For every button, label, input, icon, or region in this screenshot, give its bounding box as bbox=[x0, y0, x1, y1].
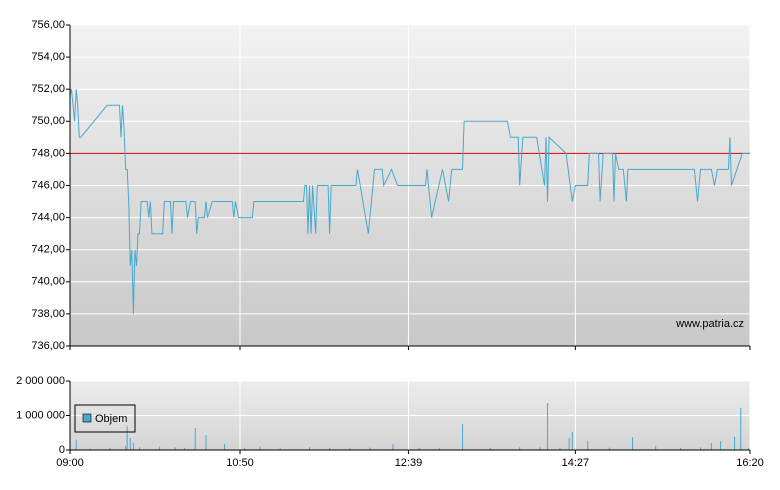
y-tick-label: 754,00 bbox=[31, 51, 65, 63]
legend-label: Objem bbox=[95, 413, 127, 425]
volume-bar bbox=[747, 447, 749, 450]
volume-bar bbox=[608, 447, 610, 450]
volume-bar bbox=[139, 447, 141, 450]
volume-bar bbox=[571, 432, 573, 450]
volume-bar bbox=[462, 424, 464, 450]
volume-bar bbox=[183, 447, 185, 450]
y-tick-label: 750,00 bbox=[31, 115, 65, 127]
x-tick-label: 09:00 bbox=[56, 457, 84, 469]
volume-bar bbox=[710, 443, 712, 450]
y-tick-label: 742,00 bbox=[31, 244, 65, 256]
volume-bar bbox=[547, 403, 549, 450]
volume-bar bbox=[205, 435, 207, 450]
volume-bar bbox=[539, 446, 541, 450]
volume-bar bbox=[224, 444, 226, 450]
x-tick-label: 14:27 bbox=[562, 457, 590, 469]
volume-bar bbox=[174, 447, 176, 450]
volume-bar bbox=[655, 445, 657, 450]
volume-bar bbox=[700, 447, 702, 450]
volume-bar bbox=[259, 446, 261, 450]
y-tick-label: 744,00 bbox=[31, 212, 65, 224]
legend-box bbox=[74, 404, 136, 433]
volume-bar bbox=[392, 444, 394, 450]
volume-bar bbox=[418, 447, 420, 450]
volume-bar bbox=[125, 445, 127, 450]
volume-bar bbox=[632, 437, 634, 450]
volume-bar bbox=[568, 437, 570, 450]
volume-bar bbox=[279, 448, 281, 450]
volume-bar bbox=[129, 437, 131, 450]
volume-bar bbox=[559, 447, 561, 450]
y-tick-label: 756,00 bbox=[31, 19, 65, 31]
volume-bar bbox=[679, 447, 681, 450]
y-tick-label: 2 000 000 bbox=[16, 375, 65, 387]
volume-bar bbox=[309, 447, 311, 450]
legend-swatch bbox=[82, 413, 92, 423]
y-tick-label: 740,00 bbox=[31, 276, 65, 288]
volume-bar bbox=[159, 446, 161, 450]
volume-bar bbox=[438, 448, 440, 450]
volume-bar bbox=[329, 447, 331, 450]
price-line bbox=[69, 89, 750, 314]
volume-bar bbox=[740, 407, 742, 450]
volume-bar bbox=[126, 425, 128, 450]
x-tick-label: 16:20 bbox=[736, 457, 764, 469]
volume-bar bbox=[194, 427, 196, 450]
x-tick-label: 12:39 bbox=[395, 457, 423, 469]
volume-bar bbox=[244, 447, 246, 450]
volume-bar bbox=[132, 443, 134, 450]
volume-bar bbox=[369, 447, 371, 450]
volume-bar bbox=[349, 448, 351, 450]
volume-bar bbox=[587, 441, 589, 450]
y-tick-label: 0 bbox=[59, 444, 65, 456]
y-tick-label: 1 000 000 bbox=[16, 409, 65, 421]
volume-bar bbox=[734, 436, 736, 450]
watermark: www.patria.cz bbox=[675, 318, 744, 330]
volume-bar bbox=[519, 447, 521, 450]
y-tick-label: 736,00 bbox=[31, 340, 65, 352]
volume-bar bbox=[720, 441, 722, 450]
volume-bar bbox=[109, 447, 111, 450]
y-tick-label: 748,00 bbox=[31, 147, 65, 159]
x-tick-label: 10:50 bbox=[226, 457, 254, 469]
volume-bar bbox=[75, 439, 77, 450]
y-tick-label: 752,00 bbox=[31, 83, 65, 95]
y-tick-label: 738,00 bbox=[31, 308, 65, 320]
y-tick-label: 746,00 bbox=[31, 179, 65, 191]
volume-bar bbox=[489, 447, 491, 450]
volume-bar bbox=[89, 448, 91, 450]
